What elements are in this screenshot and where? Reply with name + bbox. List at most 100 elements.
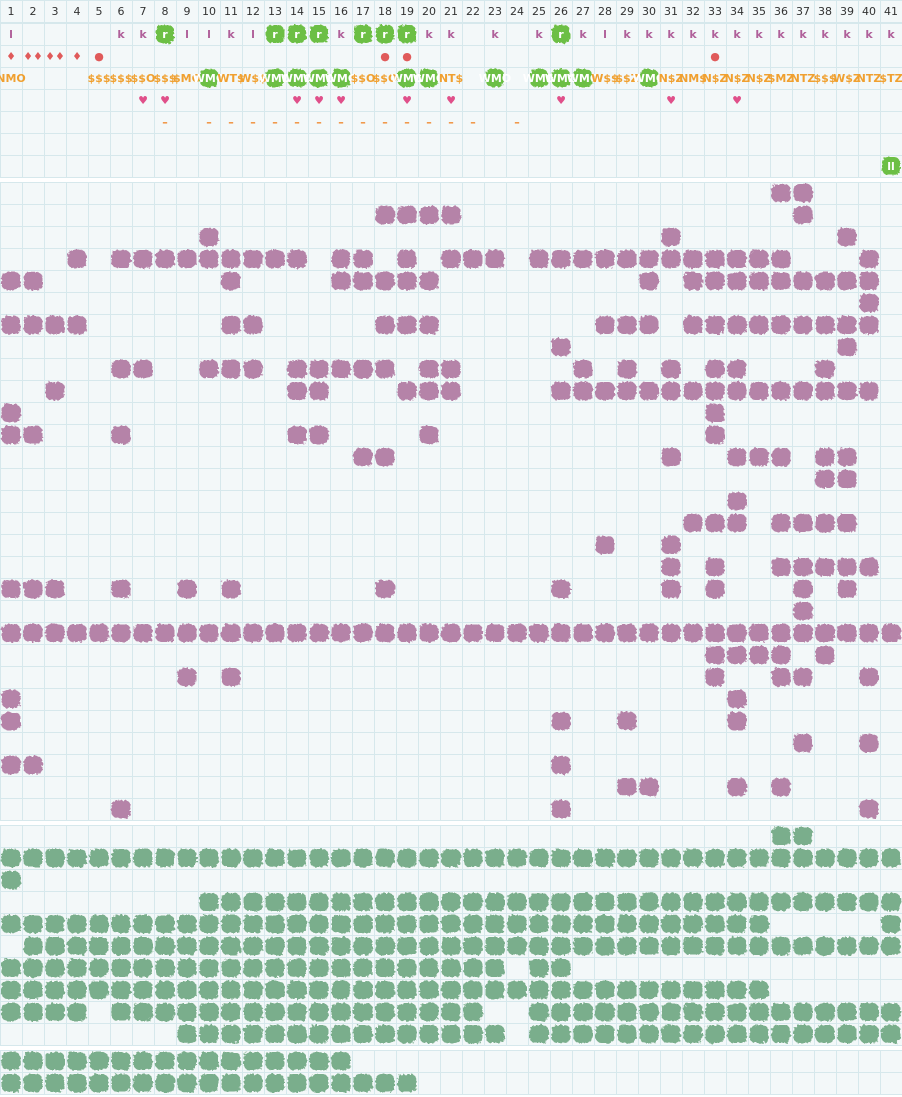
filled-cell xyxy=(309,1052,329,1070)
filled-cell xyxy=(815,558,835,576)
filled-cell xyxy=(133,1074,153,1092)
filled-cell xyxy=(419,360,439,378)
filled-cell xyxy=(67,1074,87,1092)
filled-cell xyxy=(419,272,439,290)
cell-label: k xyxy=(447,28,455,41)
filled-cell xyxy=(617,712,637,730)
filled-cell xyxy=(793,382,813,400)
filled-cell xyxy=(683,382,703,400)
filled-cell xyxy=(683,1003,703,1021)
filled-cell xyxy=(155,981,175,999)
filled-cell xyxy=(639,316,659,334)
column-number: 17 xyxy=(356,5,370,18)
filled-cell xyxy=(45,981,65,999)
cell-label: ♦♦ xyxy=(23,50,43,63)
cell-label: $MO xyxy=(173,72,201,85)
filled-cell xyxy=(507,937,527,955)
filled-cell xyxy=(419,316,439,334)
filled-cell xyxy=(23,624,43,642)
filled-cell xyxy=(419,1025,439,1043)
column-number: 35 xyxy=(752,5,766,18)
filled-cell xyxy=(133,1052,153,1070)
filled-cell xyxy=(771,448,791,466)
highlight-blob xyxy=(266,69,284,87)
column-number: 18 xyxy=(378,5,392,18)
filled-cell xyxy=(1,1003,21,1021)
filled-cell xyxy=(859,382,879,400)
column-number: 38 xyxy=(818,5,832,18)
header-row xyxy=(0,0,902,22)
cell-label: ♦♦ xyxy=(45,50,65,63)
cell-label: – xyxy=(206,116,212,129)
filled-cell xyxy=(353,893,373,911)
cell-label: – xyxy=(360,116,366,129)
filled-cell xyxy=(837,893,857,911)
highlight-blob xyxy=(288,25,306,43)
filled-cell xyxy=(155,959,175,977)
filled-cell xyxy=(683,624,703,642)
filled-cell xyxy=(177,981,197,999)
filled-cell xyxy=(133,959,153,977)
filled-cell xyxy=(727,893,747,911)
filled-cell xyxy=(111,1052,131,1070)
filled-cell xyxy=(529,849,549,867)
filled-cell xyxy=(529,893,549,911)
highlight-blob xyxy=(640,69,658,87)
filled-cell xyxy=(67,250,87,268)
filled-cell xyxy=(727,646,747,664)
filled-cell xyxy=(265,250,285,268)
filled-cell xyxy=(749,448,769,466)
filled-cell xyxy=(771,778,791,796)
filled-cell xyxy=(243,316,263,334)
filled-cell xyxy=(881,915,901,933)
filled-cell xyxy=(353,624,373,642)
filled-cell xyxy=(353,1003,373,1021)
filled-cell xyxy=(727,1003,747,1021)
filled-cell xyxy=(1,981,21,999)
cell-label: – xyxy=(294,116,300,129)
filled-cell xyxy=(507,849,527,867)
filled-cell xyxy=(397,959,417,977)
column-number: 9 xyxy=(184,5,191,18)
filled-cell xyxy=(859,294,879,312)
filled-cell xyxy=(661,624,681,642)
filled-cell xyxy=(133,250,153,268)
cell-label: k xyxy=(733,28,741,41)
filled-cell xyxy=(331,937,351,955)
cell-label: W$Z xyxy=(833,72,861,85)
filled-cell xyxy=(265,893,285,911)
filled-cell xyxy=(67,981,87,999)
filled-cell xyxy=(199,250,219,268)
filled-cell xyxy=(89,959,109,977)
filled-cell xyxy=(639,1025,659,1043)
filled-cell xyxy=(573,937,593,955)
filled-cell xyxy=(551,981,571,999)
top-section xyxy=(0,23,902,177)
cell-label: WMO xyxy=(413,72,445,85)
filled-cell xyxy=(243,250,263,268)
filled-cell xyxy=(507,915,527,933)
filled-cell xyxy=(573,981,593,999)
filled-cell xyxy=(705,426,725,444)
cell-label: l xyxy=(207,28,211,41)
filled-cell xyxy=(573,250,593,268)
cell-label: $$$ xyxy=(154,72,177,85)
cell-label: WT$ xyxy=(217,72,244,85)
filled-cell xyxy=(661,360,681,378)
filled-cell xyxy=(441,893,461,911)
filled-cell xyxy=(397,893,417,911)
filled-cell xyxy=(727,250,747,268)
filled-cell xyxy=(133,1003,153,1021)
filled-cell xyxy=(243,360,263,378)
filled-cell xyxy=(1,1074,21,1092)
filled-cell xyxy=(793,1003,813,1021)
filled-cell xyxy=(463,250,483,268)
filled-cell xyxy=(375,360,395,378)
highlight-blob xyxy=(486,69,504,87)
filled-cell xyxy=(287,382,307,400)
filled-cell xyxy=(375,580,395,598)
filled-cell xyxy=(771,250,791,268)
filled-cell xyxy=(45,849,65,867)
filled-cell xyxy=(375,448,395,466)
filled-cell xyxy=(375,272,395,290)
